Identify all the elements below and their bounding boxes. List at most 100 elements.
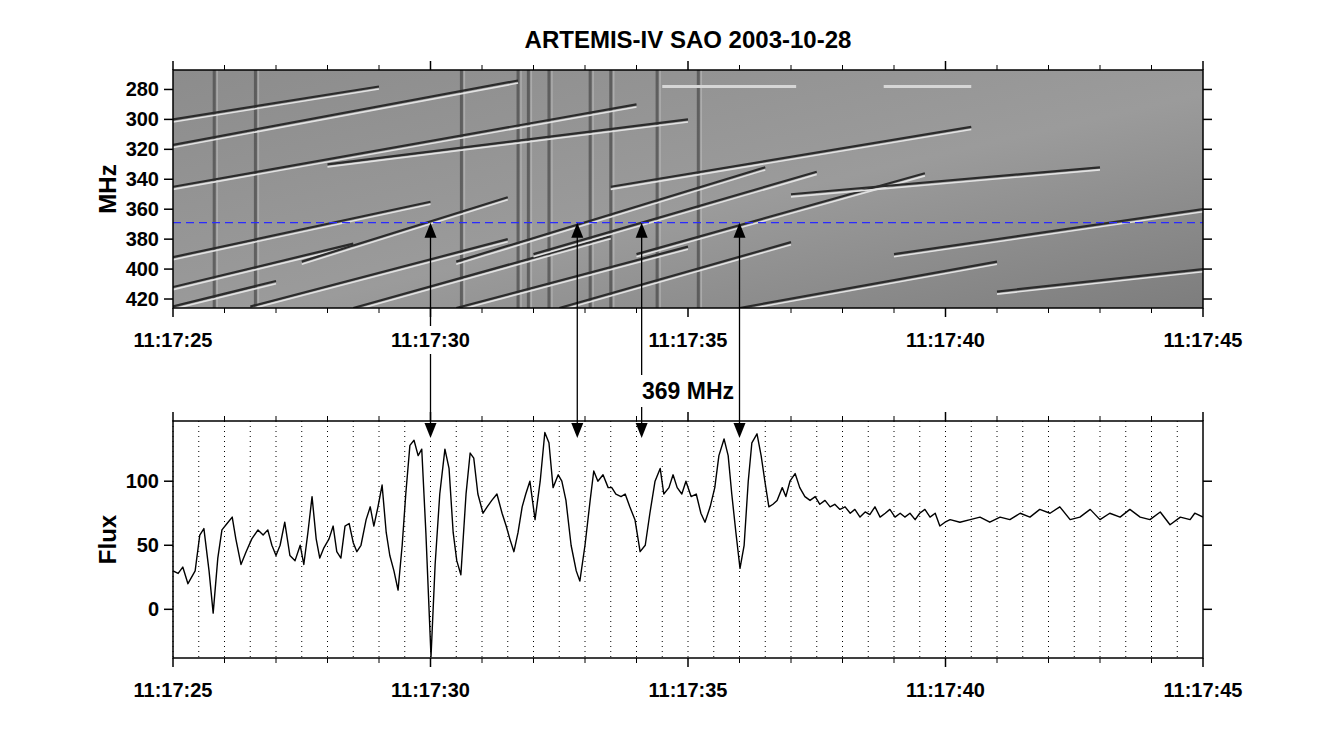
y-tick xyxy=(1203,179,1212,181)
x-tick xyxy=(687,308,689,317)
x-tick xyxy=(172,308,174,317)
x-minor-tick xyxy=(379,65,380,70)
x-minor-tick xyxy=(1048,65,1049,70)
fiber-burst xyxy=(456,167,765,264)
x-minor-tick xyxy=(482,65,483,70)
burst-dark xyxy=(213,70,216,308)
vertical-burst xyxy=(549,70,552,308)
x-minor-tick xyxy=(997,65,998,70)
y-axis-title: Flux xyxy=(94,514,121,564)
grid-line xyxy=(868,421,869,658)
fiber-bright xyxy=(456,249,688,308)
grid-line xyxy=(276,421,277,658)
x-tick-label: 11:17:30 xyxy=(391,679,470,701)
x-minor-tick xyxy=(636,658,637,663)
fiber-dark xyxy=(894,209,1203,254)
fiber-burst xyxy=(559,242,791,308)
x-minor-tick xyxy=(482,416,483,421)
y-tick-label: 0 xyxy=(148,598,159,620)
fiber-burst xyxy=(173,244,353,290)
x-minor-tick xyxy=(276,65,277,70)
x-minor-tick xyxy=(842,65,843,70)
burst-dark xyxy=(547,70,550,308)
x-minor-tick xyxy=(842,658,843,663)
x-minor-tick xyxy=(1100,416,1101,421)
x-minor-tick xyxy=(997,658,998,663)
x-tick-label: 11:17:45 xyxy=(1164,329,1243,351)
x-tick xyxy=(1202,308,1204,317)
grid-line xyxy=(1022,421,1023,658)
fiber-burst xyxy=(611,127,972,189)
fiber-dark xyxy=(328,119,689,164)
grid-line xyxy=(713,421,714,658)
vertical-burst xyxy=(214,70,217,308)
grid-line xyxy=(791,421,792,658)
grid xyxy=(173,421,1177,658)
x-tick-label: 11:17:40 xyxy=(906,329,985,351)
y-tick xyxy=(164,149,173,151)
x-minor-tick xyxy=(894,416,895,421)
y-tick xyxy=(164,480,173,482)
x-minor-tick xyxy=(1100,658,1101,663)
x-minor-tick xyxy=(224,308,225,313)
y-tick xyxy=(164,268,173,270)
fiber-dark xyxy=(173,202,431,257)
x-tick-label: 11:17:30 xyxy=(391,329,470,351)
x-minor-tick xyxy=(997,308,998,313)
chart-canvas: 11:17:2511:17:3011:17:3511:17:4011:17:45… xyxy=(0,0,1330,742)
x-minor-tick xyxy=(224,658,225,663)
y-tick-label: 340 xyxy=(126,168,159,190)
fiber-bright xyxy=(328,122,689,167)
x-minor-tick xyxy=(224,65,225,70)
grid-line xyxy=(662,421,663,658)
plot-area xyxy=(173,433,1203,657)
x-minor-tick xyxy=(791,65,792,70)
x-minor-tick xyxy=(894,65,895,70)
grid-line xyxy=(482,421,483,658)
grid-line xyxy=(559,421,560,658)
y-tick xyxy=(1203,609,1212,611)
fiber-bright xyxy=(740,264,998,308)
burst-dark xyxy=(656,70,659,308)
y-tick xyxy=(1203,480,1212,482)
x-minor-tick xyxy=(379,658,380,663)
x-minor-tick xyxy=(997,416,998,421)
grid-line xyxy=(301,421,302,658)
grid-line xyxy=(224,421,225,658)
fiber-burst xyxy=(740,262,998,308)
x-minor-tick xyxy=(276,308,277,313)
x-minor-tick xyxy=(791,416,792,421)
fiber-dark xyxy=(791,167,1100,194)
x-minor-tick xyxy=(533,308,534,313)
x-minor-tick xyxy=(791,308,792,313)
x-minor-tick xyxy=(533,658,534,663)
grid-line xyxy=(1100,421,1101,658)
x-minor-tick xyxy=(1151,416,1152,421)
x-minor-tick xyxy=(739,65,740,70)
arrow-shaft xyxy=(739,235,740,426)
plot-frame xyxy=(173,421,1203,658)
fiber-burst xyxy=(791,167,1100,197)
x-tick xyxy=(687,412,689,421)
grid-line xyxy=(894,421,895,658)
x-tick xyxy=(945,308,947,317)
y-tick xyxy=(164,208,173,210)
arrow-shaft xyxy=(430,354,431,426)
fiber-bright xyxy=(997,272,1203,294)
burst-dark xyxy=(527,70,530,308)
horizontal-line xyxy=(884,85,972,88)
x-minor-tick xyxy=(636,308,637,313)
grid-line xyxy=(997,421,998,658)
vertical-burst xyxy=(518,70,521,308)
grid-line xyxy=(1074,421,1075,658)
y-tick xyxy=(164,609,173,611)
x-minor-tick xyxy=(379,416,380,421)
grid-line xyxy=(945,421,946,658)
x-minor-tick xyxy=(1048,416,1049,421)
x-minor-tick xyxy=(1151,65,1152,70)
fiber-burst xyxy=(250,239,508,308)
plot-frame xyxy=(173,70,1203,308)
x-minor-tick xyxy=(894,658,895,663)
flux-line xyxy=(173,433,1203,657)
x-minor-tick xyxy=(585,65,586,70)
